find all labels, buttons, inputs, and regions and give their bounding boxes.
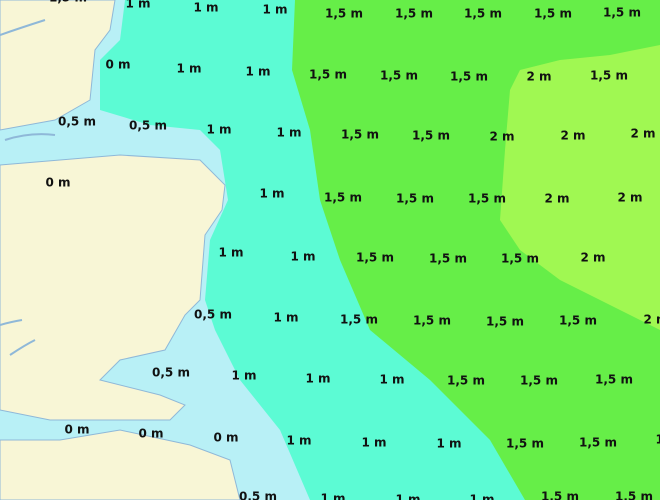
wave-height-label: 0 m [213,431,238,445]
wave-height-label: 0 m [64,423,89,437]
river [0,319,23,326]
wave-height-label: 0,5 m [194,308,232,322]
wave-height-label: 1 m [320,492,345,500]
wave-height-label: 1 m [245,65,270,79]
wave-height-label: 0 m [138,427,163,441]
wave-height-label: 1,5 m [603,6,641,20]
wave-height-label: 2 m [489,130,514,144]
wave-height-label: 1 m [125,0,150,11]
wave-height-label: 1,5 m [325,7,363,21]
rivers [0,19,56,356]
wave-height-label: 1 m [290,250,315,264]
wave-height-label: 1,5 m [464,7,502,21]
wave-height-label: 1 m [361,436,386,450]
wave-height-label: 1,5 m [595,373,633,387]
wave-height-label: 1 m [436,437,461,451]
wave-height-label: 1,5 m [559,314,597,328]
wave-height-label: 2 m [560,129,585,143]
wave-height-label: 0 m [105,58,130,72]
wave-height-label: 0,5 m [152,366,190,380]
wave-height-label: 1 m [305,372,330,386]
wave-height-label: 1 m [395,493,420,500]
wave-height-label: 1 m [176,62,201,76]
wave-height-label: 2 m [580,251,605,265]
wave-height-label: 1,5 m [520,374,558,388]
wave-height-label: 1 m [193,1,218,15]
wave-height-label: 1,5 m [429,252,467,266]
wave-height-label: 1,5 m [309,68,347,82]
wave-height-label: 2 m [617,191,642,205]
land [0,0,241,500]
wave-height-label: 1,5 m [356,251,394,265]
wave-height-label: 1,5 m [447,374,485,388]
wave-height-label: 1,5 m [49,0,87,5]
wave-height-label: 1,5 m [450,70,488,84]
wave-height-label: 1 m [218,246,243,260]
wave-height-label: 1,5 m [412,129,450,143]
wave-height-label: 1 m [262,3,287,17]
labels: 1,5 m 1 m 1 m 1 m 1,5 m 1,5 m 1,5 m 1,5 m 1,5 m 0… [45,0,660,500]
wave-height-label: 1,5 m [486,315,524,329]
river [0,19,46,36]
wave-height-label: 1,5 m [324,191,362,205]
wave-height-label: 2 m [643,313,660,327]
wave-height-label: 1,5 m [413,314,451,328]
wave-height-label: 1,5 m [395,7,433,21]
river [4,133,56,141]
wave-height-label: 1,5 m [501,252,539,266]
wave-height-label: 1,5 m [506,437,544,451]
wave-height-label: 2 m [526,70,551,84]
wave-height-label: 0 m [45,176,70,190]
wave-height-label: 1,5 m [615,490,653,500]
wave-height-label: 1,5 m [468,192,506,206]
wave-height-label: 0,5 m [58,115,96,129]
wave-height-label: 2 m [630,127,655,141]
wave-height-label: 2 m [544,192,569,206]
river [9,339,36,356]
wave-height-label: 1 m [469,493,494,500]
wave-height-label: 1 m [259,187,284,201]
wave-height-label: 1 m [655,433,660,447]
wave-height-label: 1 m [286,434,311,448]
wave-height-label: 1 m [206,123,231,137]
land-middle [0,154,226,421]
wave-height-label: 1,5 m [590,69,628,83]
wave-height-label: 1,5 m [534,7,572,21]
wave-height-label: 0,5 m [239,490,277,500]
wave-height-label: 0,5 m [129,119,167,133]
land-south [0,429,241,500]
wave-height-label: 1 m [273,311,298,325]
wave-height-label: 1,5 m [380,69,418,83]
land-north [0,0,116,131]
wave-height-label: 1,5 m [340,313,378,327]
wave-height-label: 1 m [276,126,301,140]
wave-height-label: 1,5 m [579,436,617,450]
wave-height-label: 1,5 m [396,192,434,206]
wave-height-label: 1 m [379,373,404,387]
sea-zone-2m [500,45,660,330]
wave-height-label: 1,5 m [341,128,379,142]
wave-height-label: 1 m [231,369,256,383]
wave-height-label: 1,5 m [541,490,579,500]
